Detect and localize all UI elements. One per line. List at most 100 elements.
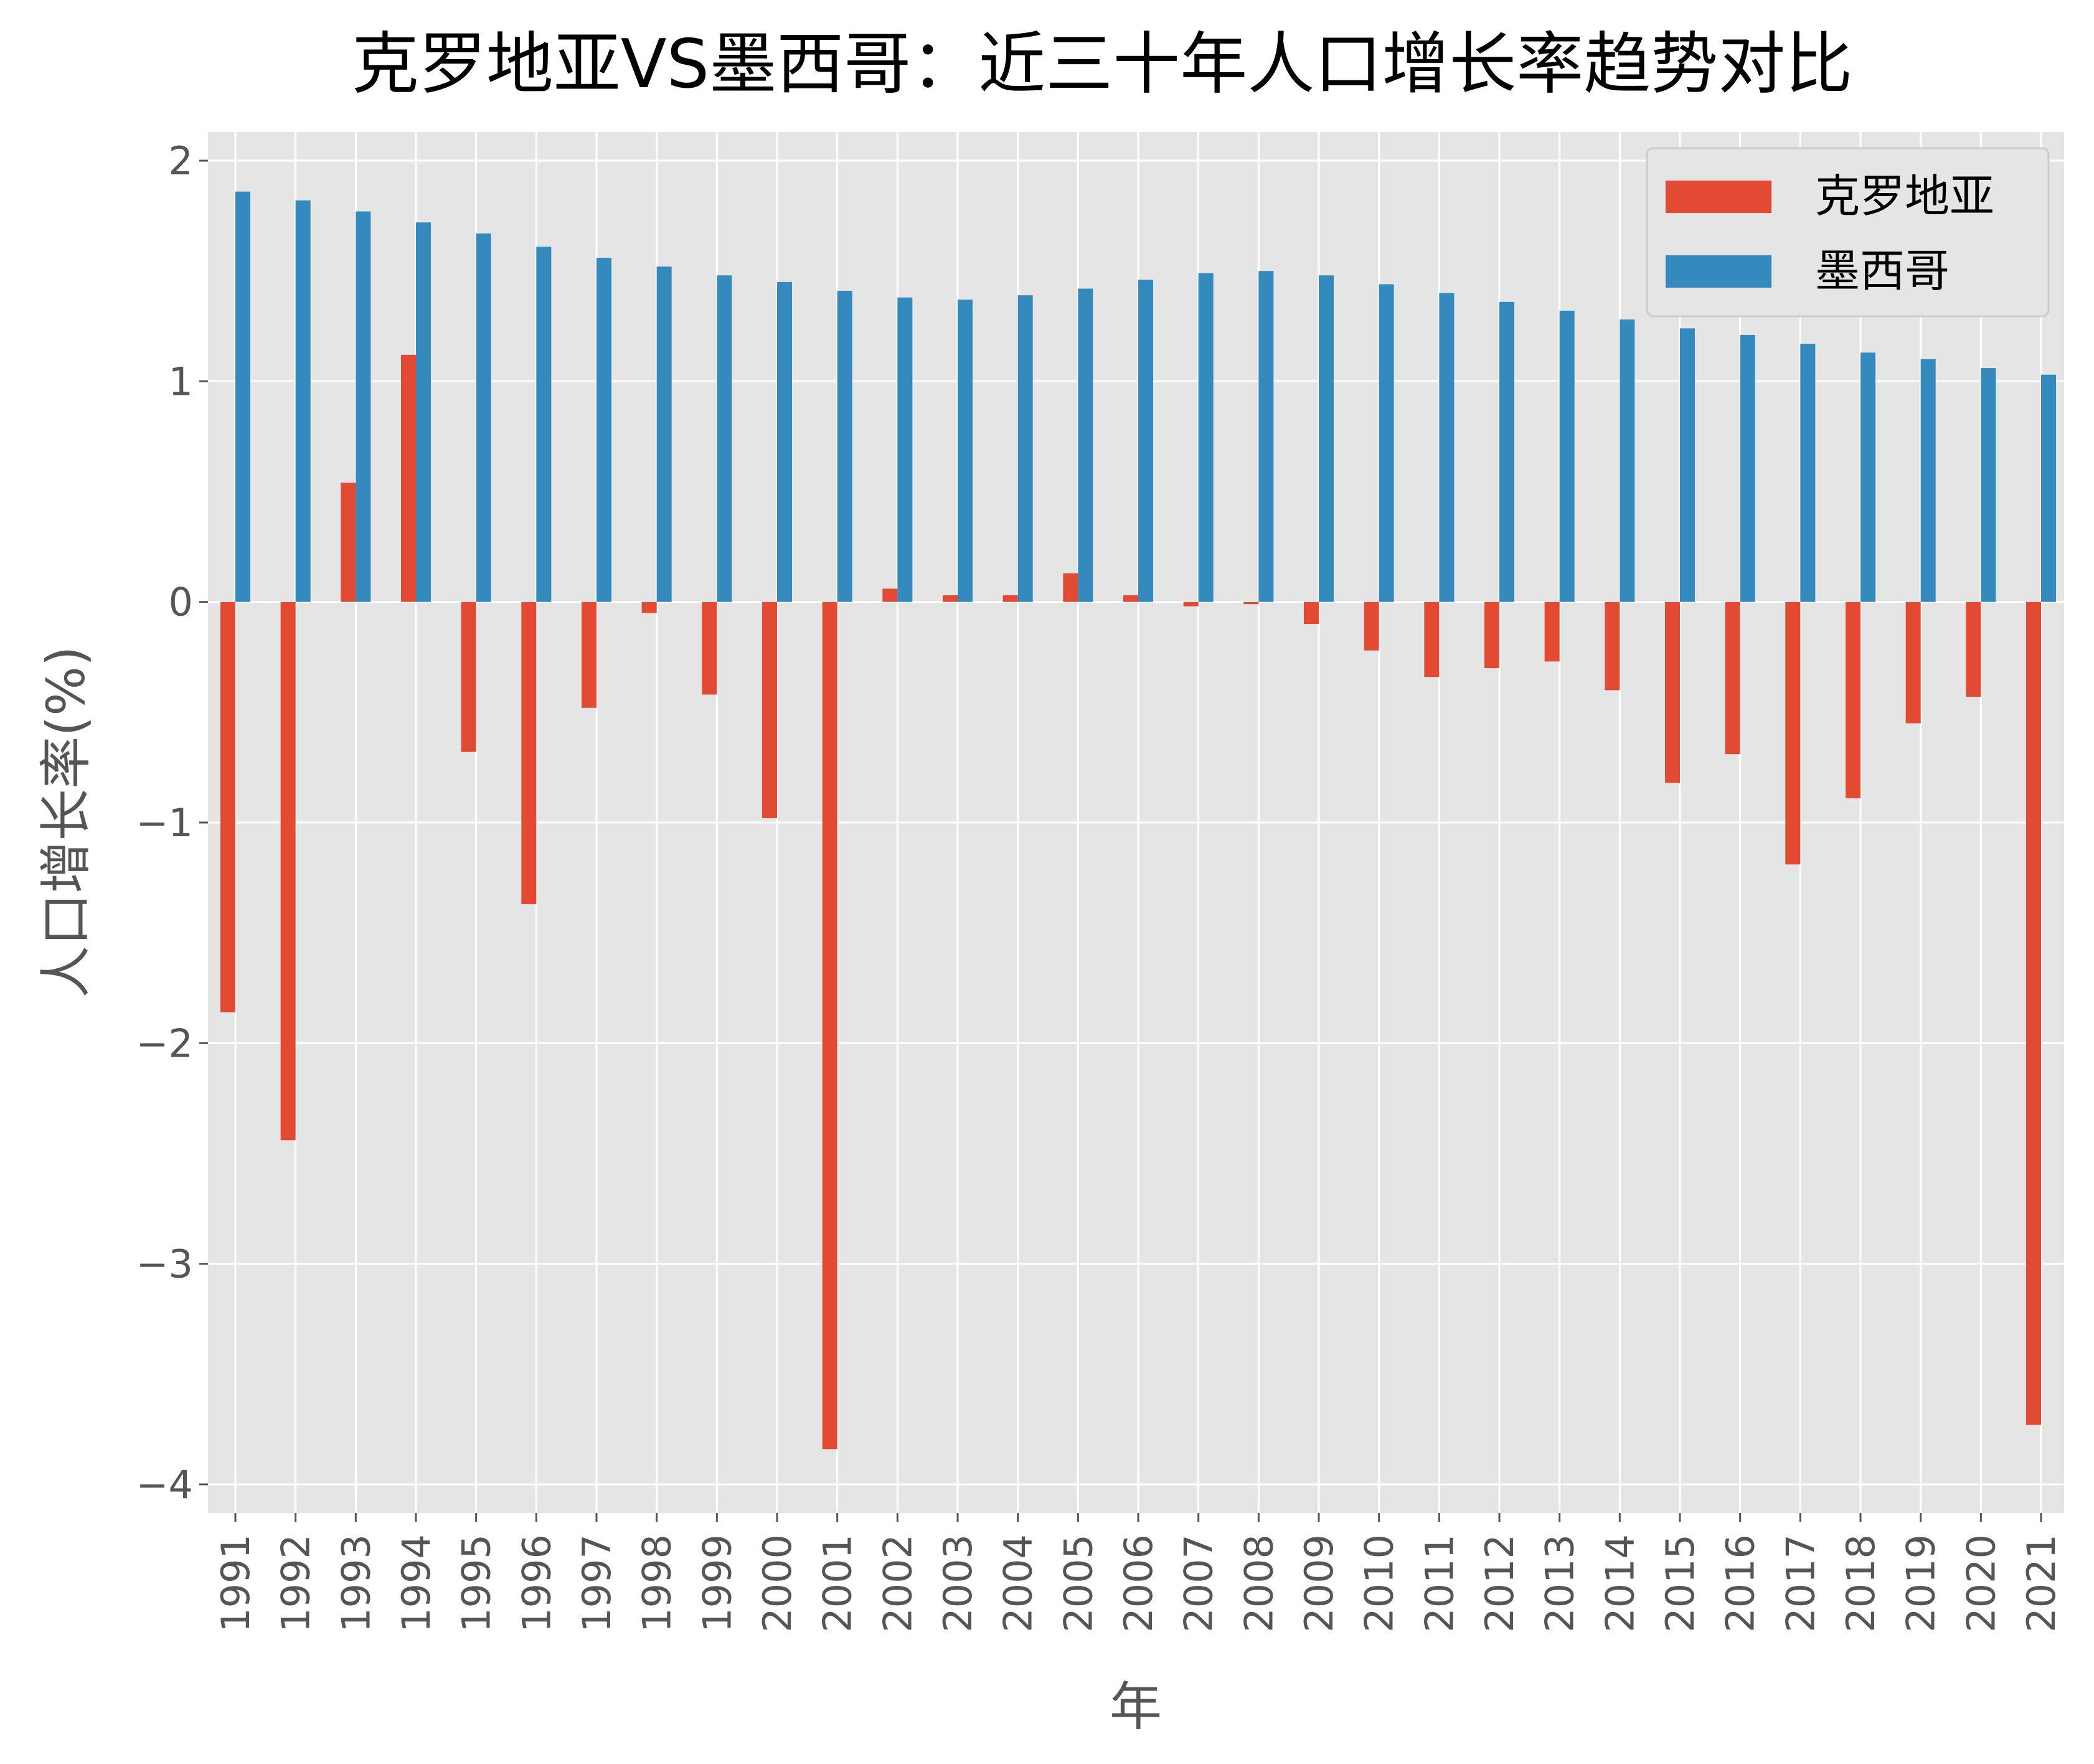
bars <box>220 191 2056 1450</box>
bar-croatia-2001 <box>822 601 837 1450</box>
bar-mexico-2002 <box>897 297 913 602</box>
bar-croatia-2012 <box>1484 601 1499 668</box>
x-tick-label: 2002 <box>875 1534 920 1633</box>
legend-label-mexico: 墨西哥 <box>1815 245 1950 297</box>
bar-mexico-2001 <box>837 291 852 602</box>
bar-croatia-2015 <box>1665 601 1680 783</box>
x-tick-label: 1995 <box>454 1534 499 1633</box>
bar-croatia-1992 <box>280 601 296 1141</box>
bar-mexico-2005 <box>1078 288 1093 602</box>
bar-mexico-1993 <box>356 211 371 602</box>
bar-croatia-2018 <box>1846 601 1861 799</box>
bar-croatia-1993 <box>341 483 356 602</box>
bar-croatia-2021 <box>2026 601 2041 1425</box>
bar-croatia-2005 <box>1063 573 1078 602</box>
bar-mexico-1999 <box>717 275 732 602</box>
x-tick-label: 2020 <box>1958 1534 2004 1633</box>
y-tick-label: −1 <box>136 800 193 846</box>
bar-croatia-1994 <box>401 354 416 602</box>
bar-croatia-2007 <box>1183 601 1199 606</box>
legend-swatch-croatia <box>1666 181 1771 213</box>
bar-mexico-2004 <box>1017 295 1033 602</box>
bar-croatia-2020 <box>1966 601 1981 697</box>
x-tick-label: 2021 <box>2019 1534 2064 1633</box>
x-tick-label: 1994 <box>394 1534 439 1633</box>
bar-croatia-1995 <box>461 601 476 752</box>
bar-mexico-1996 <box>536 247 552 602</box>
bar-croatia-1996 <box>521 601 537 905</box>
bar-mexico-2015 <box>1680 328 1695 602</box>
legend-swatch-mexico <box>1666 255 1771 288</box>
y-tick-label: −4 <box>136 1462 193 1507</box>
bar-croatia-2011 <box>1424 601 1440 677</box>
bar-mexico-2021 <box>2041 374 2056 602</box>
bar-mexico-2012 <box>1499 301 1514 602</box>
x-tick-label: 1991 <box>213 1534 258 1633</box>
bar-croatia-2017 <box>1785 601 1801 865</box>
x-tick-label: 2008 <box>1236 1534 1281 1633</box>
bar-croatia-2006 <box>1123 595 1138 602</box>
bar-croatia-2003 <box>943 595 958 602</box>
bar-croatia-2008 <box>1243 601 1259 605</box>
bar-croatia-2014 <box>1605 601 1620 691</box>
x-tick-label: 1997 <box>574 1534 620 1633</box>
bar-mexico-2007 <box>1198 273 1214 602</box>
y-tick-label: −3 <box>136 1242 193 1287</box>
bar-mexico-2003 <box>958 300 973 602</box>
x-tick-label: 2016 <box>1718 1534 1763 1633</box>
x-tick-label: 1999 <box>694 1534 740 1633</box>
x-tick-label: 2004 <box>996 1534 1041 1633</box>
bar-mexico-1995 <box>476 233 491 602</box>
bar-mexico-2006 <box>1138 280 1153 602</box>
bar-croatia-2013 <box>1544 601 1560 662</box>
bar-croatia-1999 <box>702 601 717 695</box>
y-tick-label: 1 <box>169 359 193 404</box>
x-tick-label: 2001 <box>815 1534 861 1633</box>
bar-croatia-2009 <box>1304 601 1319 625</box>
x-tick-label: 2014 <box>1597 1534 1643 1633</box>
x-tick-label: 2007 <box>1176 1534 1222 1633</box>
bar-croatia-2002 <box>882 588 898 602</box>
bar-mexico-2016 <box>1740 334 1755 602</box>
bar-mexico-2009 <box>1319 275 1334 602</box>
x-tick-label: 1993 <box>333 1534 379 1633</box>
x-tick-label: 2013 <box>1537 1534 1583 1633</box>
bar-croatia-2004 <box>1002 595 1018 602</box>
x-tick-label: 2006 <box>1116 1534 1161 1633</box>
chart-title: 克罗地亚VS墨西哥：近三十年人口增长率趋势对比 <box>352 26 1852 103</box>
bar-mexico-1994 <box>416 222 431 602</box>
x-tick-label: 1996 <box>514 1534 559 1633</box>
bar-mexico-1991 <box>235 191 250 602</box>
bar-croatia-2019 <box>1905 601 1921 724</box>
bar-croatia-1998 <box>641 601 657 613</box>
x-tick-label: 1992 <box>273 1534 319 1633</box>
bar-mexico-2020 <box>1981 368 1996 602</box>
bar-croatia-2016 <box>1725 601 1740 755</box>
x-tick-label: 1998 <box>634 1534 680 1633</box>
bar-mexico-2000 <box>777 281 792 602</box>
x-tick-label: 2018 <box>1838 1534 1884 1633</box>
x-tick-label: 2009 <box>1296 1534 1342 1633</box>
y-tick-label: 0 <box>169 580 193 625</box>
x-tick-label: 2010 <box>1357 1534 1402 1633</box>
x-tick-label: 2019 <box>1898 1534 1944 1633</box>
x-tick-label: 2003 <box>935 1534 981 1633</box>
legend-label-croatia: 克罗地亚 <box>1815 170 1994 222</box>
x-tick-label: 2011 <box>1417 1534 1462 1633</box>
bar-mexico-2018 <box>1861 352 1875 602</box>
x-tick-label: 2005 <box>1055 1534 1101 1633</box>
y-tick-label: 2 <box>169 138 193 184</box>
x-tick-label: 2000 <box>755 1534 800 1633</box>
bar-mexico-1998 <box>656 266 672 602</box>
bar-mexico-2011 <box>1439 293 1455 602</box>
bar-croatia-1997 <box>582 601 597 708</box>
bar-mexico-2013 <box>1559 310 1575 602</box>
y-tick-label: −2 <box>136 1021 193 1066</box>
bar-croatia-2000 <box>762 601 777 818</box>
bar-croatia-2010 <box>1364 601 1379 651</box>
bar-mexico-1997 <box>597 257 611 602</box>
bar-mexico-2019 <box>1920 359 1936 602</box>
y-axis-label: 人口增长率(%) <box>35 646 97 998</box>
x-tick-label: 2012 <box>1477 1534 1522 1633</box>
